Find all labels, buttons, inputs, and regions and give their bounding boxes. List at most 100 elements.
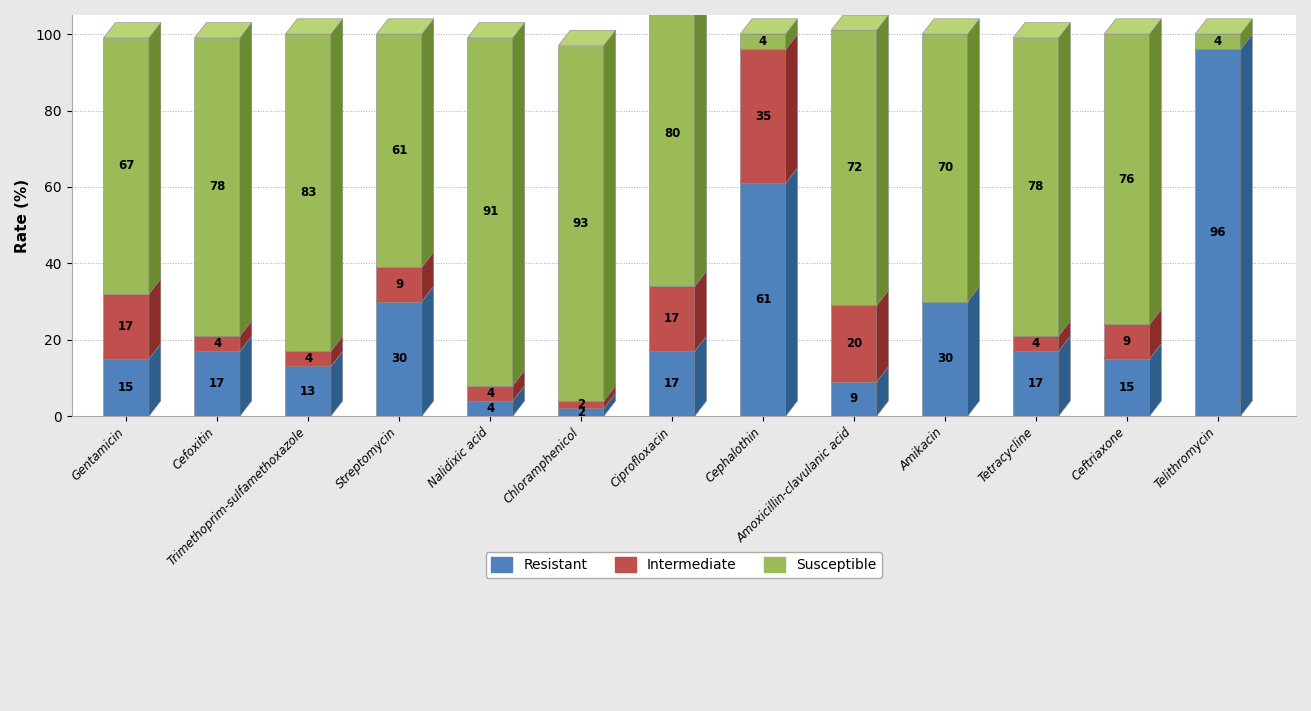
Text: 4: 4 bbox=[1214, 36, 1222, 48]
Polygon shape bbox=[104, 23, 161, 38]
Text: 4: 4 bbox=[304, 353, 312, 365]
Polygon shape bbox=[695, 271, 707, 351]
Polygon shape bbox=[1013, 336, 1070, 351]
Polygon shape bbox=[922, 34, 968, 301]
Text: 17: 17 bbox=[663, 377, 680, 390]
Polygon shape bbox=[194, 23, 252, 38]
Polygon shape bbox=[1196, 34, 1252, 49]
Text: 9: 9 bbox=[850, 392, 859, 405]
Polygon shape bbox=[422, 287, 434, 416]
Polygon shape bbox=[649, 0, 695, 287]
Polygon shape bbox=[1150, 18, 1162, 324]
Polygon shape bbox=[1013, 321, 1070, 336]
Polygon shape bbox=[741, 168, 797, 183]
Polygon shape bbox=[877, 15, 889, 305]
Text: 9: 9 bbox=[395, 278, 404, 291]
Text: 13: 13 bbox=[300, 385, 316, 397]
Polygon shape bbox=[785, 18, 797, 49]
Polygon shape bbox=[831, 366, 889, 382]
Polygon shape bbox=[558, 46, 604, 401]
Polygon shape bbox=[376, 267, 422, 301]
Polygon shape bbox=[741, 49, 785, 183]
Text: 91: 91 bbox=[482, 205, 498, 218]
Text: 4: 4 bbox=[1032, 337, 1040, 350]
Polygon shape bbox=[467, 385, 513, 401]
Polygon shape bbox=[1013, 23, 1070, 38]
Polygon shape bbox=[194, 38, 240, 336]
Polygon shape bbox=[785, 34, 797, 183]
Text: 17: 17 bbox=[118, 320, 134, 333]
Text: 4: 4 bbox=[486, 402, 494, 415]
Polygon shape bbox=[1058, 23, 1070, 336]
Polygon shape bbox=[513, 385, 524, 416]
Polygon shape bbox=[1104, 359, 1150, 416]
Text: 35: 35 bbox=[755, 109, 771, 123]
Polygon shape bbox=[240, 336, 252, 416]
Text: 2: 2 bbox=[577, 406, 585, 419]
Polygon shape bbox=[831, 382, 877, 416]
Text: 17: 17 bbox=[208, 377, 225, 390]
Polygon shape bbox=[604, 385, 616, 409]
Polygon shape bbox=[968, 18, 979, 301]
Polygon shape bbox=[1196, 49, 1240, 416]
Polygon shape bbox=[467, 38, 513, 385]
Polygon shape bbox=[741, 183, 785, 416]
Polygon shape bbox=[194, 321, 252, 336]
Polygon shape bbox=[194, 351, 240, 416]
Polygon shape bbox=[149, 343, 161, 416]
Text: 15: 15 bbox=[118, 381, 135, 394]
Polygon shape bbox=[695, 336, 707, 416]
Polygon shape bbox=[104, 359, 149, 416]
Polygon shape bbox=[922, 287, 979, 301]
Text: 30: 30 bbox=[937, 353, 953, 365]
Polygon shape bbox=[877, 290, 889, 382]
Polygon shape bbox=[1058, 321, 1070, 351]
Polygon shape bbox=[467, 401, 513, 416]
Legend: Resistant, Intermediate, Susceptible: Resistant, Intermediate, Susceptible bbox=[485, 552, 882, 577]
Polygon shape bbox=[741, 18, 797, 34]
Polygon shape bbox=[649, 336, 707, 351]
Polygon shape bbox=[831, 305, 877, 382]
Polygon shape bbox=[330, 336, 342, 366]
Polygon shape bbox=[467, 23, 524, 38]
Text: 72: 72 bbox=[846, 161, 863, 174]
Polygon shape bbox=[1104, 343, 1162, 359]
Y-axis label: Rate (%): Rate (%) bbox=[14, 178, 30, 252]
Text: 76: 76 bbox=[1118, 173, 1135, 186]
Polygon shape bbox=[513, 370, 524, 401]
Polygon shape bbox=[1058, 336, 1070, 416]
Text: 15: 15 bbox=[1118, 381, 1135, 394]
Polygon shape bbox=[149, 279, 161, 359]
Polygon shape bbox=[422, 18, 434, 267]
Text: 9: 9 bbox=[1122, 335, 1131, 348]
Polygon shape bbox=[1013, 38, 1058, 336]
Polygon shape bbox=[286, 18, 342, 34]
Polygon shape bbox=[286, 34, 330, 351]
Text: 4: 4 bbox=[486, 387, 494, 400]
Text: 70: 70 bbox=[937, 161, 953, 174]
Polygon shape bbox=[785, 168, 797, 416]
Polygon shape bbox=[194, 336, 240, 351]
Text: 61: 61 bbox=[391, 144, 408, 157]
Polygon shape bbox=[1104, 324, 1150, 359]
Polygon shape bbox=[330, 351, 342, 416]
Polygon shape bbox=[194, 336, 252, 351]
Text: 61: 61 bbox=[755, 293, 771, 306]
Text: 83: 83 bbox=[300, 186, 316, 199]
Polygon shape bbox=[741, 34, 797, 49]
Polygon shape bbox=[104, 343, 161, 359]
Polygon shape bbox=[376, 287, 434, 301]
Text: 67: 67 bbox=[118, 159, 135, 172]
Polygon shape bbox=[149, 23, 161, 294]
Text: 93: 93 bbox=[573, 217, 589, 230]
Polygon shape bbox=[1104, 34, 1150, 324]
Polygon shape bbox=[649, 271, 707, 287]
Text: 2: 2 bbox=[577, 398, 585, 411]
Polygon shape bbox=[741, 34, 785, 49]
Text: 4: 4 bbox=[214, 337, 222, 350]
Polygon shape bbox=[104, 38, 149, 294]
Polygon shape bbox=[558, 393, 616, 409]
Polygon shape bbox=[558, 409, 604, 416]
Polygon shape bbox=[286, 351, 330, 366]
Polygon shape bbox=[1240, 34, 1252, 416]
